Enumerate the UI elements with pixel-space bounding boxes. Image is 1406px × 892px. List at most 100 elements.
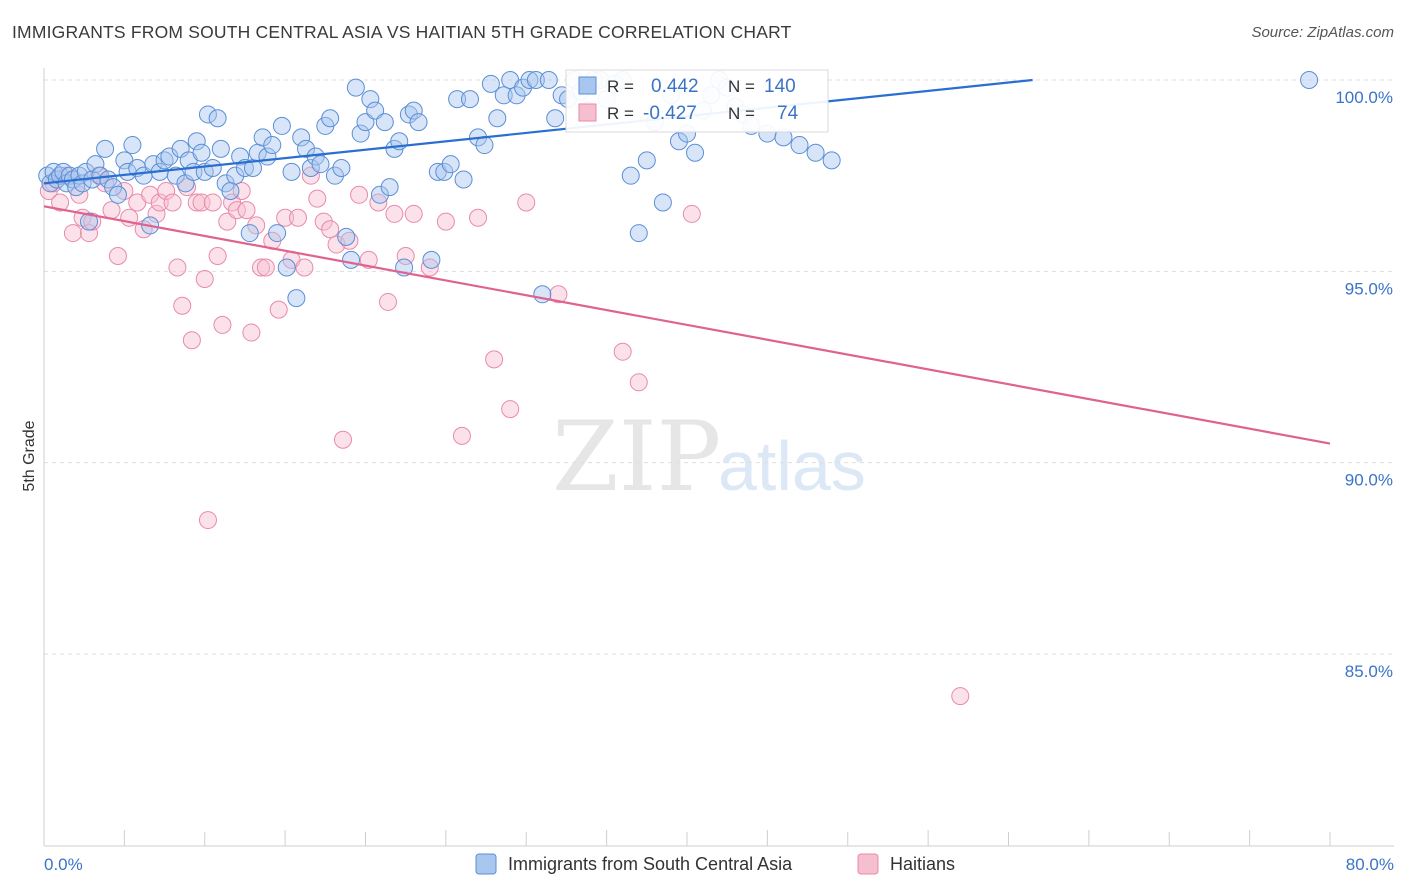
stats-n-value-2: 74	[777, 103, 799, 124]
south-central-asia-point-76	[375, 113, 394, 132]
haitians-point-33	[218, 212, 237, 231]
south-central-asia-point-44	[221, 181, 240, 200]
stats-n-label-1: N =	[728, 77, 755, 96]
haitians-point-56	[359, 250, 378, 269]
haitians-point-62	[420, 258, 439, 277]
y-tick-label-3: 85.0%	[1345, 662, 1393, 681]
south-central-asia-point-15	[86, 155, 105, 174]
south-central-asia-point-45	[226, 166, 245, 185]
south-central-asia-point-102	[539, 71, 558, 89]
haitians-point-70	[613, 342, 632, 361]
south-central-asia-point-74	[366, 101, 385, 120]
south-central-asia-point-59	[292, 128, 311, 147]
haitians-point-39	[247, 216, 266, 235]
y-tick-labels: 100.0% 95.0% 90.0% 85.0%	[1335, 88, 1393, 681]
haitians-point-21	[163, 193, 182, 212]
haitians-point-2	[51, 193, 70, 212]
haitians-point-46	[288, 208, 307, 227]
south-central-asia-point-67	[332, 159, 351, 178]
haitians-point-73	[951, 687, 970, 706]
south-central-asia-point-77	[380, 178, 399, 197]
south-central-asia-point-51	[253, 128, 272, 147]
haitians-point-35	[227, 201, 246, 220]
chart-source: Source: ZipAtlas.com	[1251, 24, 1394, 41]
south-central-asia-point-122	[686, 143, 705, 162]
haitians-point-11	[102, 201, 121, 220]
haitians-point-38	[242, 323, 261, 342]
south-central-asia-point-82	[404, 101, 423, 120]
y-tick-label-1: 95.0%	[1345, 279, 1393, 298]
south-central-asia-point-58	[287, 289, 306, 308]
y-tick-label-2: 90.0%	[1345, 471, 1393, 490]
south-central-asia-point-71	[351, 124, 370, 143]
south-central-asia-point-93	[481, 74, 500, 93]
x-ticks	[123, 830, 1331, 846]
south-central-asia-point-87	[441, 155, 460, 174]
trend-lines	[43, 78, 1331, 445]
south-central-asia-point-37	[192, 143, 211, 162]
south-central-asia-point-134	[822, 151, 841, 170]
south-central-asia-point-42	[211, 139, 230, 158]
south-central-asia-point-90	[460, 90, 479, 109]
south-central-asia-point-75	[370, 185, 389, 204]
haitians-point-67	[501, 400, 520, 419]
south-central-asia-point-68	[337, 227, 356, 246]
south-central-asia-point-55	[272, 116, 291, 135]
south-central-asia-point-13	[80, 212, 99, 231]
haitians-point-49	[308, 189, 327, 208]
haitians-point-53	[333, 430, 352, 449]
south-central-asia-point-94	[488, 109, 507, 128]
south-central-asia-point-57	[282, 162, 301, 181]
south-central-asia-point-83	[409, 113, 428, 132]
south-central-asia-point-133	[806, 143, 825, 162]
stats-swatch-blue	[578, 76, 597, 95]
haitians-point-57	[369, 193, 388, 212]
south-central-asia-point-84	[422, 250, 441, 269]
south-central-asia-point-114	[621, 166, 640, 185]
south-central-asia-point-70	[346, 78, 365, 97]
south-central-asia-point-88	[448, 90, 467, 109]
south-central-asia-point-12	[76, 162, 95, 181]
haitians-point-19	[150, 193, 169, 212]
legend-label-pink: Haitians	[890, 854, 955, 874]
haitians-point-20	[157, 181, 176, 200]
haitians-point-60	[396, 247, 415, 266]
watermark-zip: ZIP	[552, 401, 721, 513]
haitians-point-12	[108, 247, 127, 266]
haitians-point-50	[314, 212, 333, 231]
haitians-point-18	[147, 204, 166, 223]
haitians-point-47	[295, 258, 314, 277]
south-central-asia-point-103	[546, 109, 565, 128]
haitians-point-43	[269, 300, 288, 319]
x-tick-label-max: 80.0%	[1346, 855, 1394, 874]
south-central-asia-point-56	[277, 258, 296, 277]
south-central-asia-point-115	[629, 224, 648, 243]
south-central-asia-point-17	[96, 139, 115, 158]
south-central-asia-point-20	[108, 185, 127, 204]
haitians-point-44	[276, 208, 295, 227]
haitians-point-4	[63, 224, 82, 243]
south-central-asia-point-86	[435, 162, 454, 181]
haitians-point-59	[385, 204, 404, 223]
stats-r-label-1: R =	[607, 77, 634, 96]
stats-r-value-1: 0.442	[651, 76, 699, 97]
south-central-asia-point-54	[268, 224, 287, 243]
stats-n-value-1: 140	[764, 76, 796, 97]
south-central-asia-point-65	[321, 109, 340, 128]
south-central-asia-point-31	[166, 166, 185, 185]
south-central-asia-point-40	[203, 159, 222, 178]
chart-title: IMMIGRANTS FROM SOUTH CENTRAL ASIA VS HA…	[12, 22, 792, 42]
haitians-point-51	[321, 220, 340, 239]
stats-r-label-2: R =	[607, 104, 634, 123]
south-central-asia-point-53	[263, 136, 282, 155]
trend-line-haitians	[43, 205, 1331, 445]
y-axis-label: 5th Grade	[21, 420, 38, 491]
south-central-asia-point-135	[1300, 71, 1319, 89]
south-central-asia-point-116	[637, 151, 656, 170]
haitians-point-32	[213, 315, 232, 334]
south-central-asia-point-69	[342, 250, 361, 269]
south-central-asia-point-97	[507, 86, 526, 105]
south-central-asia-point-60	[297, 139, 316, 158]
haitians-point-25	[182, 331, 201, 350]
haitians-point-71	[629, 373, 648, 392]
